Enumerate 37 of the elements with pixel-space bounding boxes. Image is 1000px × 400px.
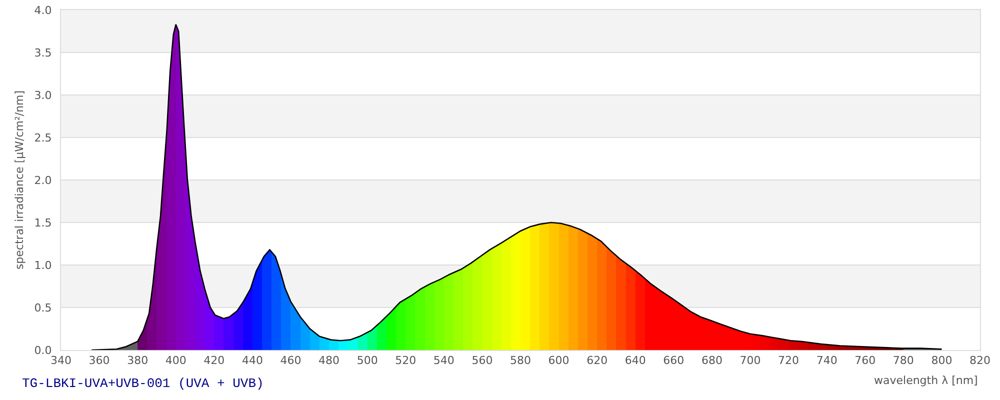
x-tick-label: 560 <box>472 354 493 368</box>
x-tick-label: 360 <box>88 354 110 368</box>
y-tick-label: 2.5 <box>34 131 52 144</box>
x-tick-label: 420 <box>204 354 225 368</box>
x-tick-label: 620 <box>586 354 608 368</box>
x-tick-label: 700 <box>740 354 761 368</box>
x-tick-label: 660 <box>663 354 684 368</box>
x-axis-title: wavelength λ [nm] <box>874 374 978 387</box>
y-tick-label: 3.5 <box>34 46 52 60</box>
x-tick-label: 580 <box>510 354 531 368</box>
x-tick-label: 600 <box>548 354 570 368</box>
x-tick-label: 520 <box>395 354 416 368</box>
x-tick-label: 780 <box>892 354 914 368</box>
x-tick-label: 820 <box>970 354 990 368</box>
x-tick-label: 440 <box>242 354 263 368</box>
x-tick-label: 400 <box>165 354 186 368</box>
y-tick-label: 0.5 <box>34 301 52 314</box>
y-tick-label: 4.0 <box>34 4 52 17</box>
x-tick-label: 720 <box>778 354 800 368</box>
x-tick-label: 680 <box>701 354 722 368</box>
x-tick-label: 340 <box>50 354 72 368</box>
y-tick-label: 3.0 <box>34 88 52 102</box>
y-axis-title: spectral irradiance [µW/cm²/nm] <box>12 90 26 270</box>
y-tick-label: 0.0 <box>34 344 52 357</box>
x-tick-label: 500 <box>356 354 378 368</box>
y-tick-label: 1.0 <box>34 258 52 272</box>
x-tick-label: 380 <box>127 354 148 368</box>
x-tick-label: 760 <box>854 354 876 368</box>
x-tick-label: 540 <box>433 354 454 368</box>
x-tick-label: 640 <box>624 354 646 368</box>
y-tick-label: 2.0 <box>34 174 52 187</box>
x-tick-label: 480 <box>318 354 340 368</box>
x-tick-label: 800 <box>931 354 952 368</box>
text: TG-LBKI-UVA+UVB-001 (UVA + UVB) <box>22 376 264 391</box>
x-tick-label: 460 <box>280 354 302 368</box>
y-tick-label: 1.5 <box>34 216 52 230</box>
x-tick-label: 740 <box>816 354 838 368</box>
